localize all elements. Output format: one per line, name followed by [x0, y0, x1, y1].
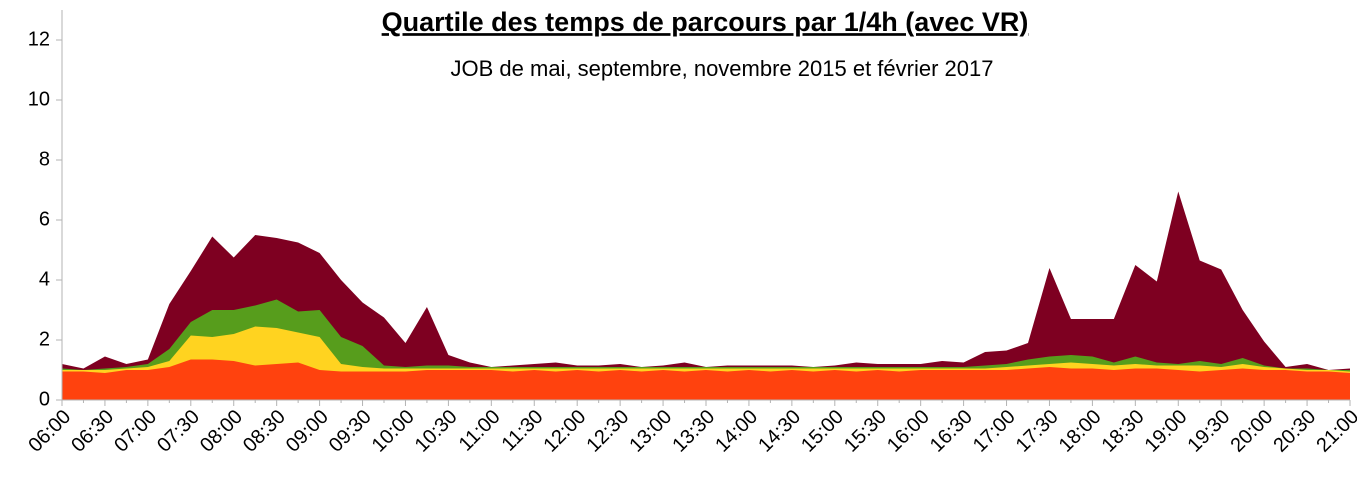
x-tick-label: 07:30	[153, 406, 204, 457]
x-tick-label: 15:30	[840, 406, 891, 457]
x-tick-label: 14:00	[711, 406, 762, 457]
area	[62, 359, 1350, 400]
y-tick-label: 6	[39, 208, 50, 230]
chart-subtitle: JOB de mai, septembre, novembre 2015 et …	[451, 56, 994, 81]
x-tick-label: 09:00	[282, 406, 333, 457]
x-tick-label: 21:00	[1312, 406, 1357, 457]
x-tick-label: 16:00	[883, 406, 934, 457]
x-tick-label: 10:00	[368, 406, 419, 457]
x-tick-label: 20:00	[1226, 406, 1277, 457]
x-tick-label: 08:30	[239, 406, 290, 457]
x-tick-label: 09:30	[325, 406, 376, 457]
x-tick-label: 19:00	[1141, 406, 1192, 457]
y-tick-label: 0	[39, 388, 50, 410]
y-tick-label: 10	[28, 88, 50, 110]
x-tick-label: 17:00	[969, 406, 1020, 457]
x-tick-label: 13:30	[668, 406, 719, 457]
x-tick-label: 15:00	[797, 406, 848, 457]
x-tick-label: 08:00	[196, 406, 247, 457]
y-tick-label: 2	[39, 328, 50, 350]
chart-title: Quartile des temps de parcours par 1/4h …	[382, 7, 1029, 37]
x-tick-label: 13:00	[625, 406, 676, 457]
x-tick-label: 12:30	[582, 406, 633, 457]
x-tick-label: 07:00	[110, 406, 161, 457]
x-tick-label: 17:30	[1012, 406, 1063, 457]
y-tick-label: 8	[39, 148, 50, 170]
y-tick-label: 4	[39, 268, 50, 290]
y-tick-label: 12	[28, 28, 50, 50]
x-tick-label: 12:00	[540, 406, 591, 457]
x-tick-label: 18:00	[1055, 406, 1106, 457]
x-tick-label: 11:00	[455, 406, 505, 456]
x-tick-label: 06:00	[24, 406, 75, 457]
x-tick-label: 20:30	[1269, 406, 1320, 457]
x-tick-label: 16:30	[926, 406, 977, 457]
x-tick-label: 06:30	[67, 406, 118, 457]
x-tick-label: 18:30	[1098, 406, 1149, 457]
x-tick-label: 11:30	[498, 406, 548, 456]
x-tick-label: 14:30	[754, 406, 805, 457]
area	[62, 191, 1350, 400]
x-tick-label: 19:30	[1184, 406, 1235, 457]
x-tick-label: 10:30	[411, 406, 462, 457]
